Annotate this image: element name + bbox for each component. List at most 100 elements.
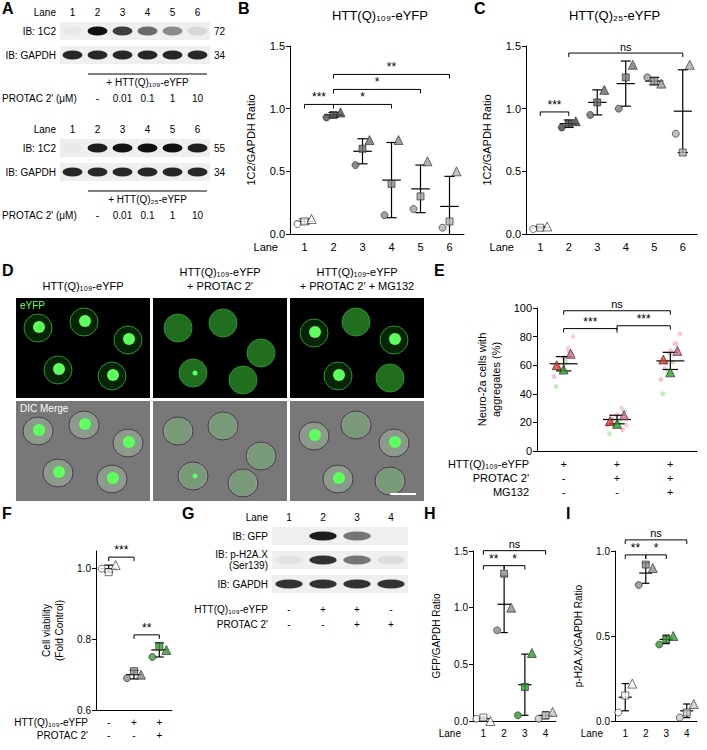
svg-text:-: - bbox=[562, 472, 566, 484]
svg-text:4: 4 bbox=[145, 7, 151, 18]
svg-text:3: 3 bbox=[359, 241, 365, 253]
svg-text:HTT(Q)₁₀₉-eYFP: HTT(Q)₁₀₉-eYFP bbox=[448, 458, 529, 470]
svg-text:60: 60 bbox=[520, 359, 532, 371]
svg-text:20: 20 bbox=[520, 416, 532, 428]
svg-text:ns: ns bbox=[620, 41, 632, 53]
svg-text:Lane: Lane bbox=[34, 124, 57, 135]
svg-text:-: - bbox=[96, 93, 99, 104]
svg-text:-: - bbox=[96, 210, 99, 221]
svg-text:-: - bbox=[107, 717, 110, 728]
svg-text:+ HTT(Q)₂₅-eYFP: + HTT(Q)₂₅-eYFP bbox=[108, 194, 187, 205]
svg-text:*: * bbox=[360, 90, 365, 104]
svg-text:+: + bbox=[667, 472, 673, 484]
svg-text:HTT(Q)₁₀₉-eYFP: HTT(Q)₁₀₉-eYFP bbox=[332, 8, 428, 23]
svg-text:4: 4 bbox=[145, 124, 151, 135]
svg-text:6: 6 bbox=[195, 124, 201, 135]
svg-text:-: - bbox=[132, 730, 135, 741]
svg-text:5: 5 bbox=[170, 124, 176, 135]
svg-text:HTT(Q)₁₀₉-eYFP: HTT(Q)₁₀₉-eYFP bbox=[194, 604, 268, 615]
svg-text:4: 4 bbox=[623, 241, 629, 253]
svg-text:+: + bbox=[354, 604, 360, 615]
svg-text:34: 34 bbox=[214, 167, 226, 178]
svg-text:2: 2 bbox=[95, 7, 101, 18]
svg-text:0.0: 0.0 bbox=[596, 716, 610, 727]
svg-text:1.0: 1.0 bbox=[270, 103, 285, 115]
svg-text:***: *** bbox=[114, 543, 128, 557]
svg-text:-: - bbox=[107, 730, 110, 741]
svg-text:-: - bbox=[562, 486, 566, 498]
svg-text:p-H2A.X/GAPDH Ratio: p-H2A.X/GAPDH Ratio bbox=[573, 584, 584, 687]
svg-text:***: *** bbox=[547, 98, 561, 112]
svg-text:-: - bbox=[287, 604, 290, 615]
svg-text:1: 1 bbox=[622, 728, 628, 739]
svg-text:10: 10 bbox=[192, 93, 204, 104]
svg-text:1.5: 1.5 bbox=[454, 546, 468, 557]
svg-text:40: 40 bbox=[520, 388, 532, 400]
svg-text:5: 5 bbox=[170, 7, 176, 18]
svg-text:+: + bbox=[156, 717, 162, 728]
svg-text:0.1: 0.1 bbox=[141, 210, 155, 221]
svg-text:(Fold Control): (Fold Control) bbox=[54, 600, 65, 661]
svg-text:Cell viability: Cell viability bbox=[41, 604, 52, 657]
svg-text:3: 3 bbox=[120, 7, 126, 18]
svg-text:IB: p-H2A.X: IB: p-H2A.X bbox=[215, 549, 268, 560]
svg-text:0.6: 0.6 bbox=[77, 705, 91, 716]
svg-text:*: * bbox=[654, 541, 659, 555]
svg-text:-: - bbox=[389, 604, 392, 615]
svg-text:+: + bbox=[560, 458, 566, 470]
svg-text:0.0: 0.0 bbox=[506, 228, 521, 240]
svg-text:+ PROTAC 2' + MG132: + PROTAC 2' + MG132 bbox=[300, 280, 414, 292]
svg-text:1: 1 bbox=[170, 210, 176, 221]
svg-text:0.0: 0.0 bbox=[454, 716, 468, 727]
svg-text:eYFP: eYFP bbox=[20, 300, 45, 311]
svg-text:2: 2 bbox=[95, 124, 101, 135]
svg-text:+: + bbox=[388, 619, 394, 630]
svg-text:0.01: 0.01 bbox=[113, 210, 133, 221]
svg-text:IB: GAPDH: IB: GAPDH bbox=[5, 167, 56, 178]
svg-text:HTT(Q)₁₀₉-eYFP: HTT(Q)₁₀₉-eYFP bbox=[14, 717, 88, 728]
svg-text:34: 34 bbox=[214, 50, 226, 61]
svg-text:5: 5 bbox=[417, 241, 423, 253]
svg-text:IB: GAPDH: IB: GAPDH bbox=[5, 50, 56, 61]
svg-text:3: 3 bbox=[120, 124, 126, 135]
svg-text:3: 3 bbox=[354, 512, 360, 523]
svg-text:6: 6 bbox=[446, 241, 452, 253]
svg-text:+: + bbox=[667, 458, 673, 470]
svg-text:2: 2 bbox=[501, 728, 507, 739]
svg-text:Lane: Lane bbox=[439, 728, 462, 739]
svg-text:0.8: 0.8 bbox=[77, 634, 91, 645]
svg-text:1: 1 bbox=[301, 241, 307, 253]
svg-text:55: 55 bbox=[214, 143, 226, 154]
svg-text:HTT(Q)₁₀₉-eYFP: HTT(Q)₁₀₉-eYFP bbox=[42, 280, 123, 292]
svg-text:Lane: Lane bbox=[254, 241, 278, 253]
svg-text:2: 2 bbox=[330, 241, 336, 253]
svg-text:HTT(Q)₁₀₉-eYFP: HTT(Q)₁₀₉-eYFP bbox=[179, 266, 260, 278]
svg-text:+: + bbox=[156, 730, 162, 741]
svg-text:ns: ns bbox=[650, 527, 662, 539]
svg-text:MG132: MG132 bbox=[493, 486, 529, 498]
svg-text:4: 4 bbox=[388, 512, 394, 523]
svg-text:1: 1 bbox=[170, 93, 176, 104]
svg-text:1: 1 bbox=[481, 728, 487, 739]
svg-text:1: 1 bbox=[70, 124, 76, 135]
svg-text:PROTAC 2' (μM): PROTAC 2' (μM) bbox=[2, 210, 77, 221]
svg-text:DIC Merge: DIC Merge bbox=[20, 403, 69, 414]
svg-text:1.0: 1.0 bbox=[454, 602, 468, 613]
svg-text:+: + bbox=[667, 486, 673, 498]
svg-text:***: *** bbox=[312, 90, 326, 104]
svg-text:4: 4 bbox=[388, 241, 394, 253]
svg-text:+: + bbox=[131, 717, 137, 728]
svg-text:0: 0 bbox=[526, 445, 532, 457]
svg-text:PROTAC 2' (μM): PROTAC 2' (μM) bbox=[2, 93, 77, 104]
svg-text:1.0: 1.0 bbox=[506, 103, 521, 115]
svg-text:4: 4 bbox=[684, 728, 690, 739]
svg-text:**: ** bbox=[387, 60, 397, 74]
svg-text:PROTAC 2': PROTAC 2' bbox=[217, 619, 268, 630]
svg-text:0.5: 0.5 bbox=[454, 659, 468, 670]
svg-text:PROTAC 2': PROTAC 2' bbox=[473, 472, 529, 484]
svg-text:*: * bbox=[512, 552, 517, 566]
svg-text:-: - bbox=[615, 486, 619, 498]
svg-text:HTT(Q)₂₅-eYFP: HTT(Q)₂₅-eYFP bbox=[569, 8, 660, 23]
svg-text:**: ** bbox=[489, 552, 499, 566]
svg-text:GFP/GAPDH Ratio: GFP/GAPDH Ratio bbox=[431, 593, 442, 678]
